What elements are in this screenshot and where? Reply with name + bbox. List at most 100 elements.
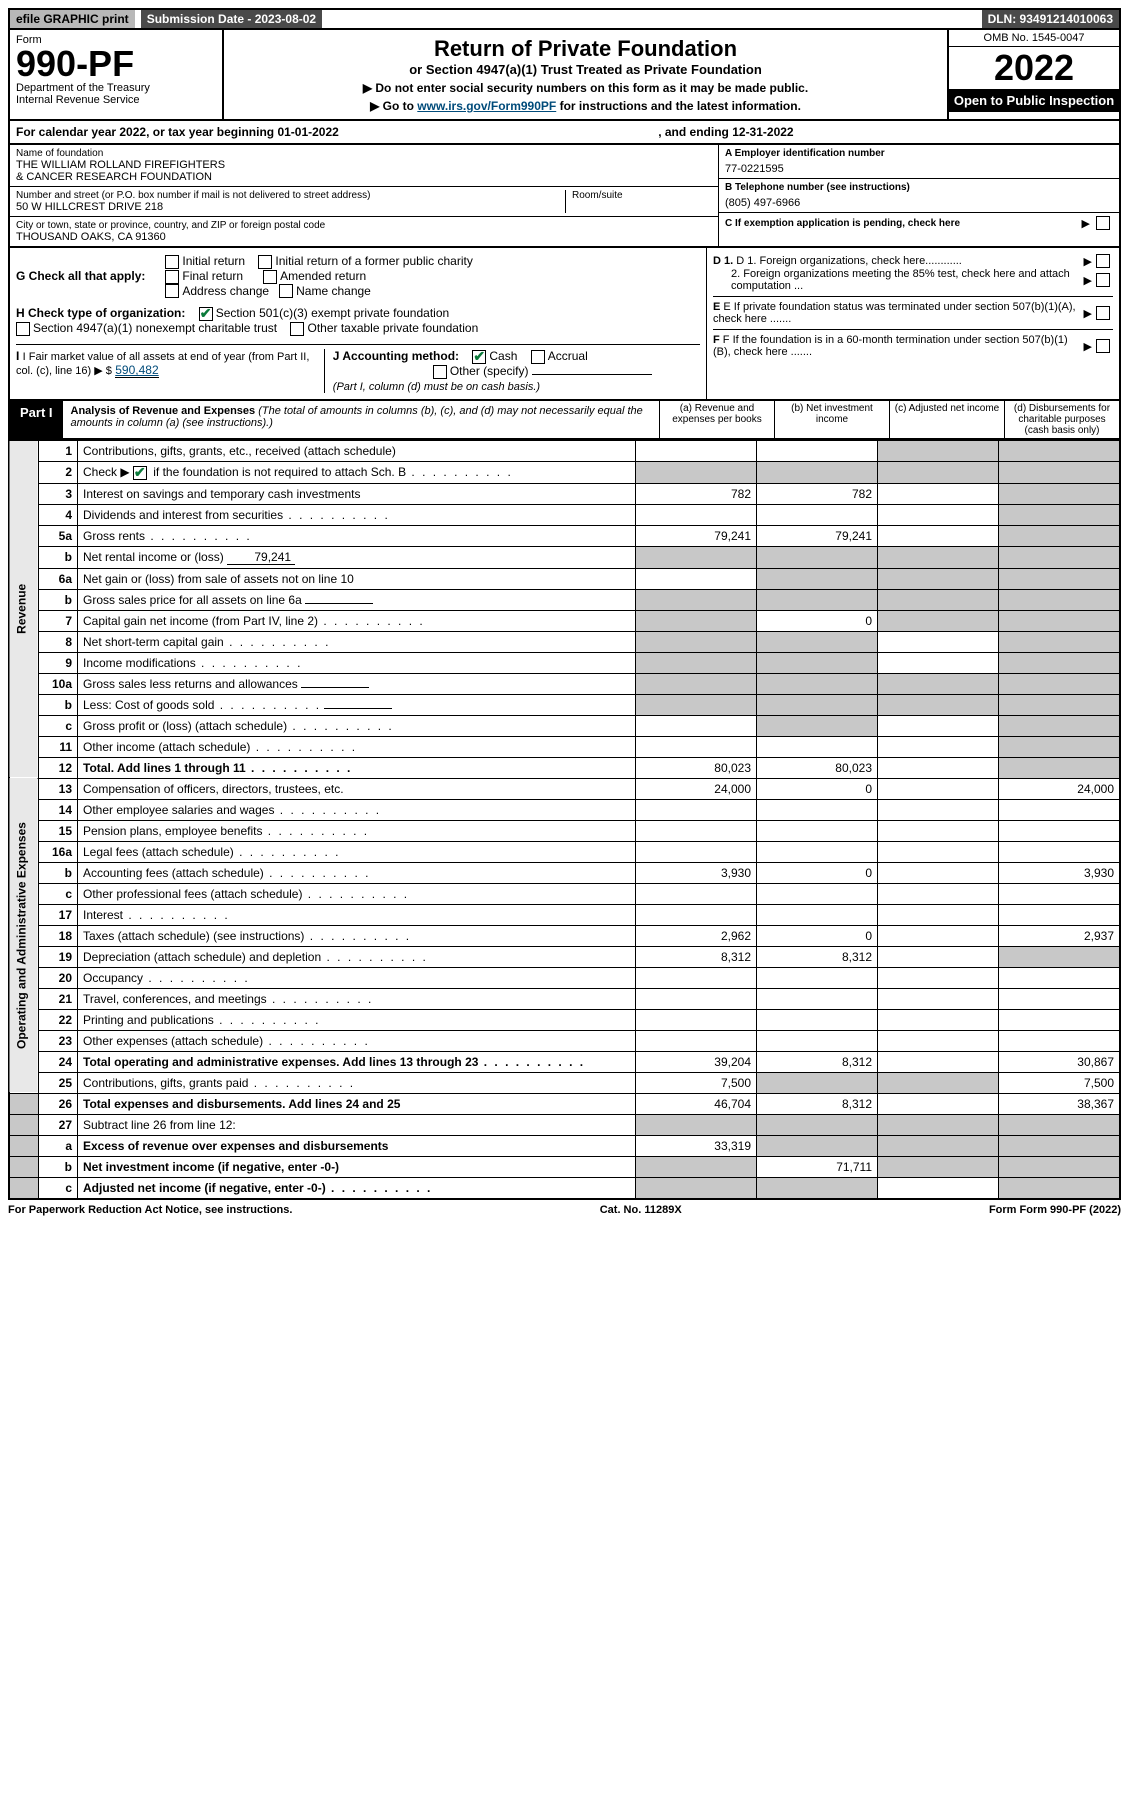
line-5a: 5a — [39, 525, 78, 546]
r11-desc: Other income (attach schedule) — [78, 736, 636, 757]
chk-d2[interactable] — [1096, 273, 1110, 287]
r13-a: 24,000 — [636, 778, 757, 799]
line-23: 23 — [39, 1030, 78, 1051]
line-26: 26 — [39, 1093, 78, 1114]
r24-d: 30,867 — [999, 1051, 1121, 1072]
city-row: City or town, state or province, country… — [10, 217, 718, 246]
r25-a: 7,500 — [636, 1072, 757, 1093]
efile-label[interactable]: efile GRAPHIC print — [10, 10, 135, 28]
foundation-name-1: THE WILLIAM ROLLAND FIREFIGHTERS — [16, 159, 712, 171]
r24-b: 8,312 — [757, 1051, 878, 1072]
cal-begin: For calendar year 2022, or tax year begi… — [16, 125, 339, 139]
r13-d: 24,000 — [999, 778, 1121, 799]
h-label: H Check type of organization: — [16, 306, 185, 320]
chk-501c3[interactable] — [199, 307, 213, 321]
chk-initial-former[interactable] — [258, 255, 272, 269]
r17-desc: Interest — [78, 904, 636, 925]
city-value: THOUSAND OAKS, CA 91360 — [16, 231, 712, 243]
header-right: OMB No. 1545-0047 2022 Open to Public In… — [947, 30, 1119, 119]
chk-other-tax[interactable] — [290, 322, 304, 336]
city-label: City or town, state or province, country… — [16, 220, 712, 231]
r20-desc: Occupancy — [78, 967, 636, 988]
part1-title: Analysis of Revenue and Expenses — [71, 405, 256, 417]
chk-f[interactable] — [1096, 339, 1110, 353]
opt-name: Name change — [296, 284, 371, 298]
r10c-desc: Gross profit or (loss) (attach schedule) — [78, 715, 636, 736]
d2-row: 2. Foreign organizations meeting the 85%… — [713, 268, 1113, 292]
chk-address[interactable] — [165, 284, 179, 298]
fmv-value[interactable]: 590,482 — [115, 363, 158, 378]
form-link[interactable]: www.irs.gov/Form990PF — [417, 99, 556, 113]
f-row: F F If the foundation is in a 60-month t… — [713, 329, 1113, 358]
revenue-side: Revenue — [9, 440, 39, 778]
line-27: 27 — [39, 1114, 78, 1135]
d1-row: D 1. D 1. Foreign organizations, check h… — [713, 254, 1113, 268]
r5b-val: 79,241 — [227, 550, 295, 565]
foundation-name-2: & CANCER RESEARCH FOUNDATION — [16, 171, 712, 183]
r19-b: 8,312 — [757, 946, 878, 967]
line-6b: b — [39, 589, 78, 610]
line-4: 4 — [39, 504, 78, 525]
line-10c: c — [39, 715, 78, 736]
chk-final[interactable] — [165, 270, 179, 284]
chk-initial[interactable] — [165, 255, 179, 269]
expenses-side: Operating and Administrative Expenses — [9, 778, 39, 1093]
r5b-desc: Net rental income or (loss) 79,241 — [78, 546, 636, 568]
room-label: Room/suite — [572, 190, 712, 201]
line-12: 12 — [39, 757, 78, 778]
r5a-a: 79,241 — [636, 525, 757, 546]
chk-other-acct[interactable] — [433, 365, 447, 379]
r10a-desc: Gross sales less returns and allowances — [78, 673, 636, 694]
omb-number: OMB No. 1545-0047 — [949, 30, 1119, 47]
chk-d1[interactable] — [1096, 254, 1110, 268]
line-22: 22 — [39, 1009, 78, 1030]
tax-year: 2022 — [949, 47, 1119, 89]
f-text: F If the foundation is in a 60-month ter… — [713, 334, 1068, 358]
chk-4947[interactable] — [16, 322, 30, 336]
form-title: Return of Private Foundation — [230, 36, 941, 62]
r15-desc: Pension plans, employee benefits — [78, 820, 636, 841]
r27b-b: 71,711 — [757, 1156, 878, 1177]
line-16c: c — [39, 883, 78, 904]
form-header: Form 990-PF Department of the Treasury I… — [8, 30, 1121, 121]
r26-a: 46,704 — [636, 1093, 757, 1114]
chk-cash[interactable] — [472, 350, 486, 364]
line-5b: b — [39, 546, 78, 568]
r27a-desc: Excess of revenue over expenses and disb… — [78, 1135, 636, 1156]
opt-amended: Amended return — [280, 269, 366, 283]
exemption-row: C If exemption application is pending, c… — [719, 213, 1119, 233]
r18-a: 2,962 — [636, 925, 757, 946]
line-27a: a — [39, 1135, 78, 1156]
chk-schb[interactable] — [133, 466, 147, 480]
opt-address: Address change — [182, 284, 269, 298]
chk-accrual[interactable] — [531, 350, 545, 364]
addr-label: Number and street (or P.O. box number if… — [16, 190, 565, 201]
g-label: G Check all that apply: — [16, 269, 145, 283]
r16b-a: 3,930 — [636, 862, 757, 883]
r3-desc: Interest on savings and temporary cash i… — [78, 483, 636, 504]
r16b-b: 0 — [757, 862, 878, 883]
line-10b: b — [39, 694, 78, 715]
r27c-desc: Adjusted net income (if negative, enter … — [78, 1177, 636, 1199]
chk-amended[interactable] — [263, 270, 277, 284]
header-mid: Return of Private Foundation or Section … — [224, 30, 947, 119]
chk-e[interactable] — [1096, 306, 1110, 320]
r8-desc: Net short-term capital gain — [78, 631, 636, 652]
opt-other-tax: Other taxable private foundation — [307, 321, 478, 335]
j-label: J Accounting method: — [333, 349, 459, 363]
note-ssn: ▶ Do not enter social security numbers o… — [230, 81, 941, 95]
g-row: G Check all that apply: Initial return I… — [16, 254, 700, 298]
r27b-desc: Net investment income (if negative, ente… — [78, 1156, 636, 1177]
exemption-checkbox[interactable] — [1096, 216, 1110, 230]
line-16a: 16a — [39, 841, 78, 862]
line-15: 15 — [39, 820, 78, 841]
name-label: Name of foundation — [16, 148, 712, 159]
r24-desc: Total operating and administrative expen… — [78, 1051, 636, 1072]
opt-initial-former: Initial return of a former public charit… — [275, 254, 472, 268]
r25-desc: Contributions, gifts, grants paid — [78, 1072, 636, 1093]
chk-name[interactable] — [279, 284, 293, 298]
cal-end: , and ending 12-31-2022 — [658, 125, 793, 139]
r23-desc: Other expenses (attach schedule) — [78, 1030, 636, 1051]
r24-a: 39,204 — [636, 1051, 757, 1072]
note-goto: ▶ Go to www.irs.gov/Form990PF for instru… — [230, 99, 941, 113]
